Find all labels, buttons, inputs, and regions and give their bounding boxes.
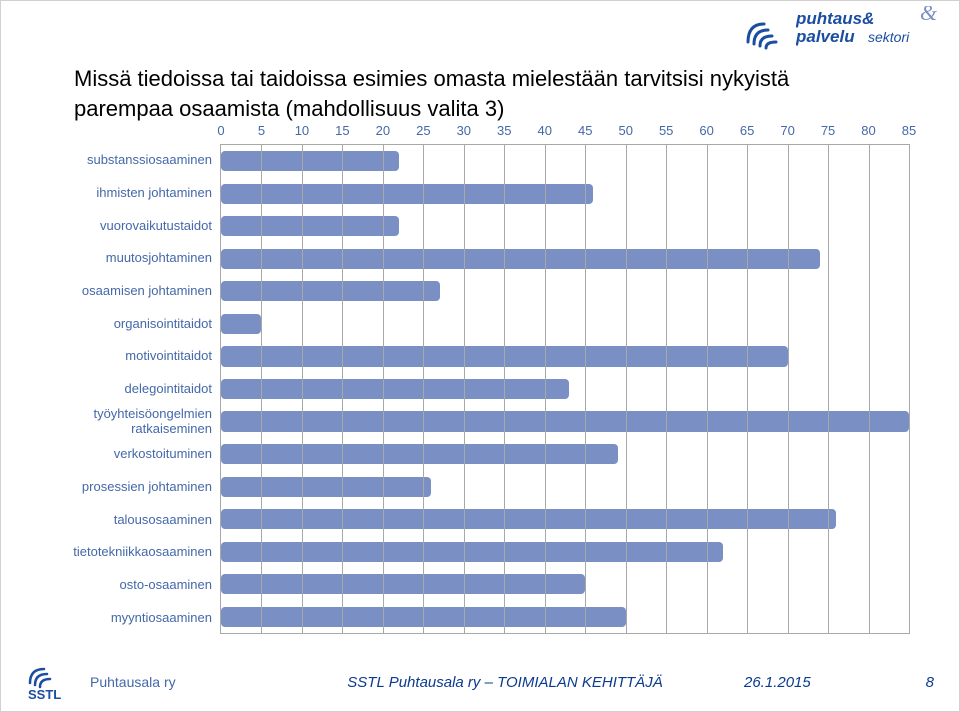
gridline bbox=[545, 145, 546, 633]
bar-row bbox=[221, 600, 909, 633]
bar bbox=[221, 249, 820, 269]
y-axis-label: tietotekniikkaosaaminen bbox=[40, 536, 220, 569]
y-axis-label: osaamisen johtaminen bbox=[40, 275, 220, 308]
x-axis-tick: 75 bbox=[821, 123, 835, 138]
brand-waves-icon bbox=[742, 10, 790, 50]
x-axis-tick: 20 bbox=[376, 123, 390, 138]
bar-row bbox=[221, 210, 909, 243]
y-axis-label: myyntiosaaminen bbox=[40, 601, 220, 634]
sstl-badge-icon: SSTL bbox=[26, 661, 82, 703]
bar bbox=[221, 379, 569, 399]
bar-row bbox=[221, 308, 909, 341]
y-axis-label: osto-osaaminen bbox=[40, 569, 220, 602]
gridline bbox=[788, 145, 789, 633]
brand-word-c: sektori bbox=[868, 29, 910, 45]
bars-container bbox=[221, 145, 909, 633]
y-axis-label: delegointitaidot bbox=[40, 373, 220, 406]
bar bbox=[221, 542, 723, 562]
bar bbox=[221, 509, 836, 529]
bar-row bbox=[221, 340, 909, 373]
x-axis-tick: 60 bbox=[699, 123, 713, 138]
bar-row bbox=[221, 568, 909, 601]
y-axis-label: ihmisten johtaminen bbox=[40, 177, 220, 210]
x-axis-tick: 15 bbox=[335, 123, 349, 138]
gridline bbox=[869, 145, 870, 633]
gridline bbox=[909, 145, 910, 633]
x-axis-tick: 5 bbox=[258, 123, 265, 138]
x-axis: 0510152025303540455055606570758085 bbox=[221, 123, 909, 145]
bar bbox=[221, 314, 261, 334]
y-axis-label: muutosjohtaminen bbox=[40, 242, 220, 275]
x-axis-tick: 0 bbox=[217, 123, 224, 138]
y-axis-label: organisointitaidot bbox=[40, 307, 220, 340]
gridline bbox=[504, 145, 505, 633]
gridline bbox=[585, 145, 586, 633]
gridline bbox=[383, 145, 384, 633]
brand-wordmark-icon: puhtaus& palvelu sektori & bbox=[796, 6, 946, 54]
bar-row bbox=[221, 535, 909, 568]
bar-row bbox=[221, 145, 909, 178]
y-axis-label: työyhteisöongelmien ratkaiseminen bbox=[40, 405, 220, 438]
gridline bbox=[342, 145, 343, 633]
brand-word-a: puhtaus& bbox=[796, 9, 874, 28]
y-axis-label: vuorovaikutustaidot bbox=[40, 209, 220, 242]
x-axis-tick: 40 bbox=[538, 123, 552, 138]
x-axis-tick: 65 bbox=[740, 123, 754, 138]
y-axis-label: prosessien johtaminen bbox=[40, 471, 220, 504]
bar bbox=[221, 184, 593, 204]
sstl-badge-text: SSTL bbox=[28, 687, 61, 702]
x-axis-tick: 10 bbox=[295, 123, 309, 138]
x-axis-tick: 35 bbox=[497, 123, 511, 138]
gridline bbox=[464, 145, 465, 633]
bar-row bbox=[221, 373, 909, 406]
gridline bbox=[707, 145, 708, 633]
bar-chart: substanssiosaaminenihmisten johtaminenvu… bbox=[40, 144, 910, 634]
footer-center-text: SSTL Puhtausala ry – TOIMIALAN KEHITTÄJÄ bbox=[206, 674, 744, 691]
bar-row bbox=[221, 275, 909, 308]
gridline bbox=[747, 145, 748, 633]
y-axis-labels: substanssiosaaminenihmisten johtaminenvu… bbox=[40, 144, 220, 634]
y-axis-label: substanssiosaaminen bbox=[40, 144, 220, 177]
footer-date: 26.1.2015 bbox=[744, 674, 884, 691]
bar bbox=[221, 477, 431, 497]
y-axis-label: motivointitaidot bbox=[40, 340, 220, 373]
bar bbox=[221, 216, 399, 236]
x-axis-tick: 30 bbox=[457, 123, 471, 138]
x-axis-tick: 25 bbox=[416, 123, 430, 138]
page-title: Missä tiedoissa tai taidoissa esimies om… bbox=[74, 64, 894, 123]
x-axis-tick: 85 bbox=[902, 123, 916, 138]
bar bbox=[221, 151, 399, 171]
bar bbox=[221, 411, 909, 431]
footer-logo: SSTL Puhtausala ry bbox=[26, 661, 206, 703]
x-axis-tick: 55 bbox=[659, 123, 673, 138]
footer-page-number: 8 bbox=[884, 674, 934, 691]
bar bbox=[221, 444, 618, 464]
y-axis-label: verkostoituminen bbox=[40, 438, 220, 471]
x-axis-tick: 80 bbox=[861, 123, 875, 138]
gridline bbox=[666, 145, 667, 633]
bar-row bbox=[221, 470, 909, 503]
plot-area: 0510152025303540455055606570758085 bbox=[220, 144, 910, 634]
bar-row bbox=[221, 405, 909, 438]
x-axis-tick: 50 bbox=[618, 123, 632, 138]
y-axis-label: talousosaaminen bbox=[40, 503, 220, 536]
bar-row bbox=[221, 438, 909, 471]
footer-org-name: Puhtausala ry bbox=[90, 674, 176, 690]
gridline bbox=[423, 145, 424, 633]
brand-word-b: palvelu bbox=[796, 27, 855, 46]
bar-row bbox=[221, 503, 909, 536]
gridline bbox=[261, 145, 262, 633]
bar bbox=[221, 574, 585, 594]
bar-row bbox=[221, 178, 909, 211]
brand-logo-top: puhtaus& palvelu sektori & bbox=[742, 0, 952, 60]
bar-row bbox=[221, 243, 909, 276]
gridline bbox=[828, 145, 829, 633]
x-axis-tick: 45 bbox=[578, 123, 592, 138]
x-axis-tick: 70 bbox=[780, 123, 794, 138]
gridline bbox=[302, 145, 303, 633]
bar bbox=[221, 281, 440, 301]
svg-text:&: & bbox=[920, 6, 938, 25]
footer: SSTL Puhtausala ry SSTL Puhtausala ry – … bbox=[0, 658, 960, 712]
gridline bbox=[626, 145, 627, 633]
